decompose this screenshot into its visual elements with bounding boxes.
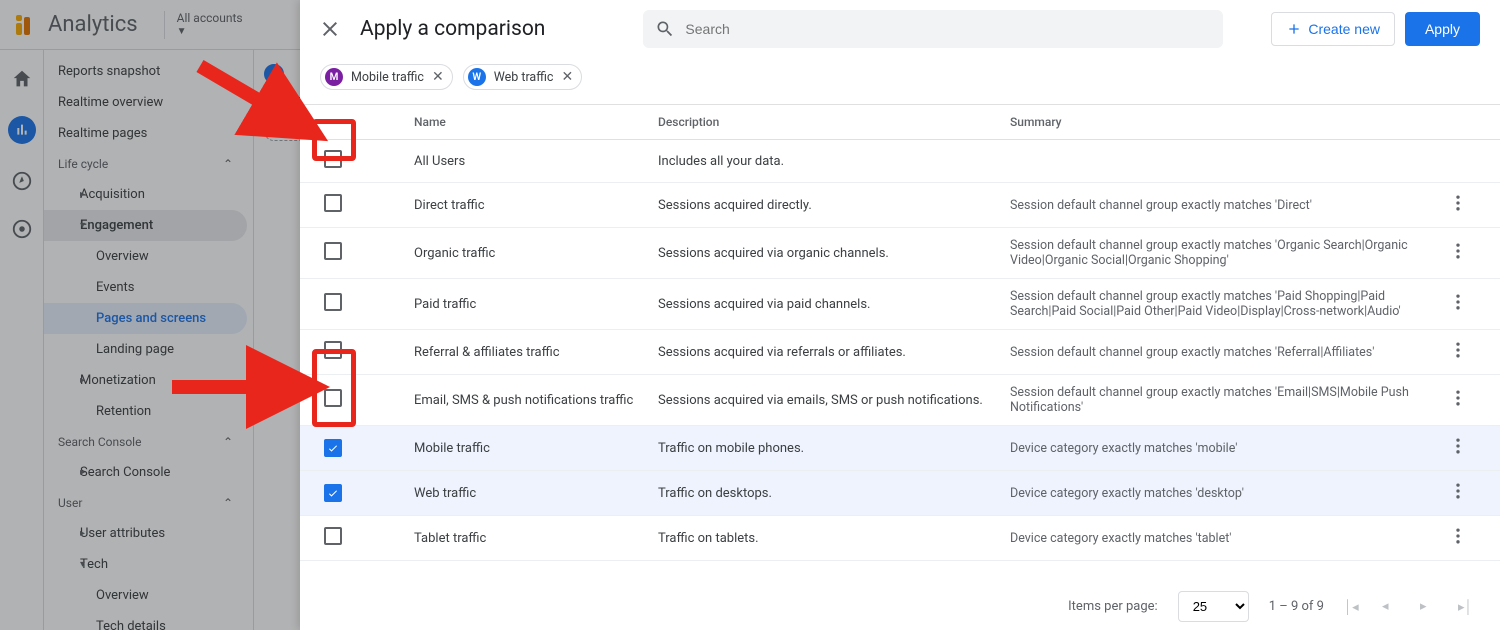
annotation-arrow (0, 0, 1500, 630)
